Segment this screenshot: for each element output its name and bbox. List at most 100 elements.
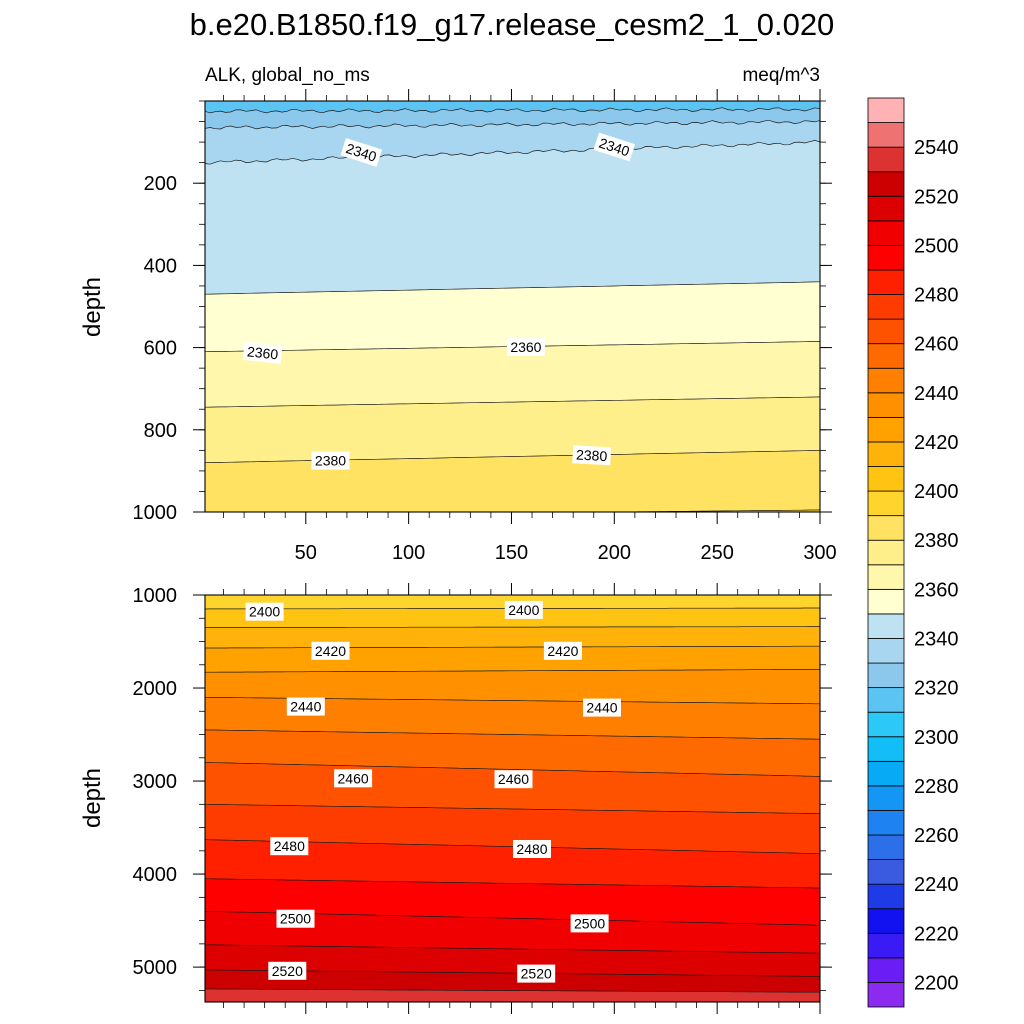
- fill-band-lower-10: [205, 839, 820, 888]
- contour-line-upper-2390: [581, 509, 820, 512]
- colorbar-label-2240: 2240: [914, 874, 959, 896]
- contour-label-lower-0: 2400: [245, 602, 284, 621]
- lower-y-axis-title: depth: [79, 768, 106, 828]
- colorbar-swatch-7: [867, 810, 905, 836]
- x-tick-label-upper: 250: [700, 542, 733, 564]
- contour-label-box: [311, 641, 350, 660]
- fill-band-upper-4: [205, 281, 820, 352]
- contour-label-text: 2380: [315, 453, 346, 469]
- x-tick-label-upper: 50: [295, 542, 317, 564]
- fill-band-upper-0: [205, 101, 820, 113]
- contour-label-lower-12: 2520: [268, 961, 307, 980]
- contour-label-lower-8: 2480: [270, 837, 309, 856]
- colorbar-swatch-11: [867, 711, 905, 738]
- contour-label-box: [270, 837, 309, 856]
- colorbar-swatch-17: [867, 564, 905, 590]
- contour-line-lower-2410: [205, 626, 820, 628]
- contour-label-lower-6: 2460: [334, 769, 373, 788]
- y-tick-label-upper: 600: [144, 338, 177, 360]
- contour-label-text: 2460: [498, 771, 529, 787]
- colorbar-label-2460: 2460: [914, 334, 959, 356]
- colorbar-swatch-13: [867, 662, 905, 689]
- fill-band-lower-11: [205, 878, 820, 926]
- plot-frame-lower: [204, 594, 821, 1003]
- colorbar-swatch-34: [867, 146, 905, 173]
- fill-band-lower-3: [205, 626, 820, 648]
- fill-band-lower-0: [205, 575, 820, 595]
- contour-label-text: 2360: [510, 339, 541, 355]
- fill-band-lower-4: [205, 646, 820, 673]
- colorbar-swatch-18: [867, 539, 905, 566]
- contour-label-upper-3: 2360: [506, 337, 545, 356]
- variable-label: ALK, global_no_ms: [205, 65, 370, 86]
- colorbar-swatch-9: [867, 760, 905, 787]
- contour-label-upper-5: 2380: [572, 445, 612, 466]
- fill-band-lower-6: [205, 697, 820, 740]
- contour-label-box: [504, 600, 543, 619]
- contour-label-lower-7: 2460: [494, 770, 533, 789]
- contour-label-box: [543, 641, 582, 660]
- fill-band-lower-15: [205, 989, 820, 1002]
- colorbar-label-2300: 2300: [914, 727, 959, 749]
- colorbar-swatch-25: [867, 367, 905, 394]
- colorbar-label-2220: 2220: [914, 923, 959, 945]
- y-tick-label-lower: 1000: [133, 585, 178, 607]
- contour-label-lower-3: 2420: [543, 641, 582, 660]
- contour-label-text: 2500: [574, 915, 605, 931]
- contour-label-lower-10: 2500: [276, 909, 315, 928]
- contour-label-text: 2400: [249, 604, 280, 620]
- colorbar-label-2200: 2200: [914, 972, 959, 994]
- colorbar-swatch-12: [867, 687, 905, 713]
- fill-band-lower-13: [205, 944, 820, 977]
- colorbar-swatch-27: [867, 318, 905, 345]
- y-tick-label-lower: 3000: [133, 771, 178, 793]
- contour-label-box: [593, 132, 636, 162]
- colorbar-swatch-4: [867, 883, 905, 910]
- contour-label-text: 2360: [246, 343, 279, 362]
- lower-panel: 2400 2400 2420 2420 2440 2440 2460 2460 2480 2480…: [133, 575, 832, 1014]
- contour-label-lower-11: 2500: [570, 914, 609, 933]
- colorbar-label-2260: 2260: [914, 825, 959, 847]
- contour-label-text: 2480: [516, 841, 547, 857]
- colorbar-label-2380: 2380: [914, 530, 959, 552]
- contour-line-upper-2370: [205, 396, 820, 408]
- contour-label-box: [570, 914, 609, 933]
- colorbar-swatch-10: [867, 736, 905, 762]
- contour-line-upper-2320: [205, 107, 820, 114]
- y-tick-label-upper: 1000: [133, 502, 178, 524]
- contour-label-box: [513, 840, 551, 858]
- colorbar-swatch-23: [867, 416, 905, 443]
- colorbar-label-2540: 2540: [914, 137, 959, 159]
- contour-label-text: 2520: [272, 963, 303, 979]
- colorbar-label-2480: 2480: [914, 285, 959, 307]
- fill-band-lower-14: [205, 969, 820, 993]
- contour-line-lower-2450: [205, 729, 820, 740]
- contour-line-upper-2340: [205, 140, 820, 165]
- contour-label-text: 2420: [315, 643, 346, 659]
- contour-line-upper-2350: [205, 281, 820, 295]
- contour-label-text: 2440: [586, 700, 617, 716]
- contour-label-text: 2460: [338, 770, 369, 786]
- fill-band-lower-12: [205, 911, 820, 954]
- fill-band-upper-3: [205, 140, 820, 295]
- contour-label-box: [572, 445, 612, 466]
- x-tick-label-upper: 150: [495, 542, 528, 564]
- contour-label-box: [517, 964, 556, 983]
- contour-line-lower-2530: [205, 988, 820, 993]
- contour-label-text: 2480: [274, 838, 305, 854]
- colorbar-label-2520: 2520: [914, 186, 959, 208]
- x-tick-label-upper: 300: [803, 542, 836, 564]
- contour-label-lower-13: 2520: [517, 964, 556, 983]
- fill-band-lower-5: [205, 669, 820, 704]
- contour-label-upper-2: 2360: [242, 341, 283, 364]
- colorbar-swatch-1: [867, 957, 905, 983]
- units-label: meq/m^3: [742, 65, 820, 86]
- colorbar-swatch-6: [867, 834, 905, 861]
- contour-line-lower-2460: [205, 762, 820, 777]
- contour-label-box: [276, 909, 315, 928]
- contour-label-box: [245, 602, 284, 621]
- contour-line-lower-2510: [205, 944, 820, 954]
- contour-label-lower-9: 2480: [513, 840, 551, 858]
- colorbar-swatch-15: [867, 613, 905, 639]
